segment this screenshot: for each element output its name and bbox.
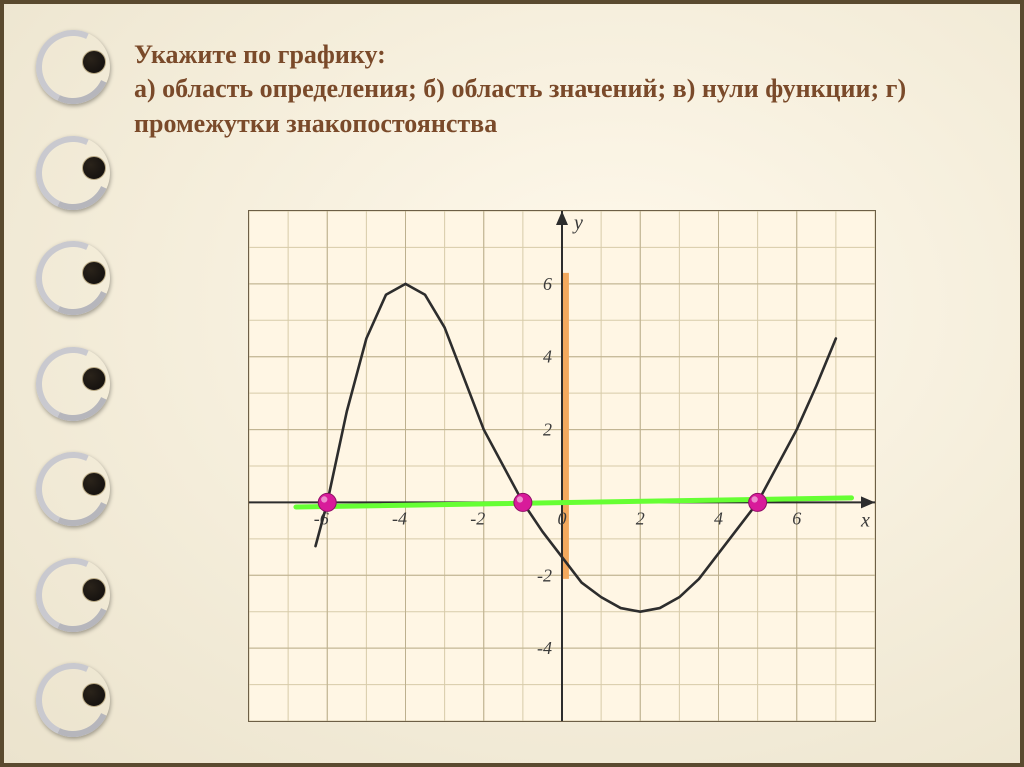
y-tick-label: -4 xyxy=(537,638,552,658)
zero-marker xyxy=(749,493,767,511)
title-line-1: Укажите по графику: xyxy=(134,38,982,72)
content-area: Укажите по графику: а) область определен… xyxy=(134,38,994,739)
function-plot: -6-4-20246-4-2246xy xyxy=(249,211,875,721)
zero-marker-gloss xyxy=(517,496,523,502)
x-tick-label: -4 xyxy=(392,508,407,528)
y-axis-label: y xyxy=(572,212,583,234)
x-tick-label: 2 xyxy=(636,508,645,528)
task-title: Укажите по графику: а) область определен… xyxy=(134,38,994,141)
zero-marker-gloss xyxy=(751,496,757,502)
y-tick-label: -2 xyxy=(537,565,552,585)
title-line-2: а) область определения; б) область значе… xyxy=(134,72,982,141)
zero-marker xyxy=(318,493,336,511)
x-tick-label: 0 xyxy=(558,508,567,528)
x-tick-label: -2 xyxy=(470,508,485,528)
y-tick-label: 4 xyxy=(543,347,552,367)
x-tick-label: 6 xyxy=(792,508,801,528)
chart-frame: -6-4-20246-4-2246xy xyxy=(248,210,876,722)
x-tick-label: 4 xyxy=(714,508,723,528)
y-tick-label: 2 xyxy=(543,420,552,440)
slide-page: Укажите по графику: а) область определен… xyxy=(0,0,1024,767)
y-tick-label: 6 xyxy=(543,274,552,294)
x-axis-label: x xyxy=(860,509,870,531)
zero-marker xyxy=(514,493,532,511)
zero-marker-gloss xyxy=(321,496,327,502)
